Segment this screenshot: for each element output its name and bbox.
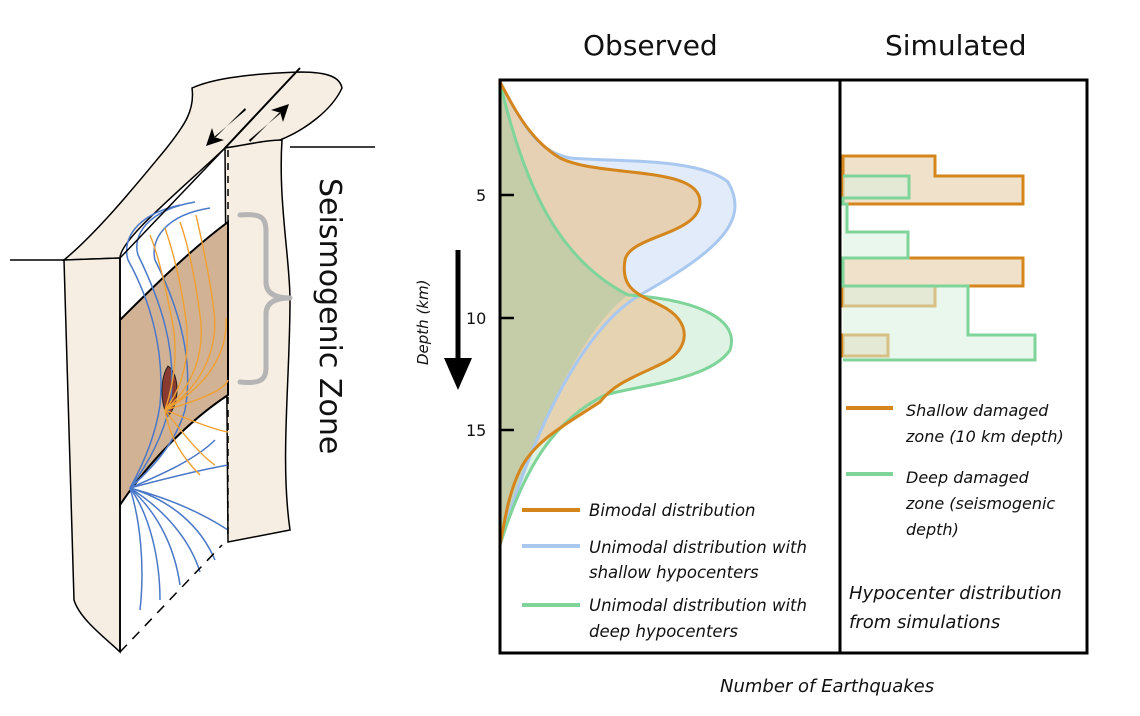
- fault-edge-dashed-bottom: [119, 544, 223, 653]
- sim-legend-deep-1: Deep damaged: [906, 468, 1030, 487]
- shallow-curve: [498, 81, 737, 546]
- chart: 5 10 15 Depth (km) Observed Simulated Nu…: [414, 29, 1089, 697]
- bimodal-curve: [498, 81, 702, 546]
- overlap-fill: [500, 82, 628, 545]
- orange-slip-contours: [149, 214, 229, 476]
- legend-label-shallow-2: shallow hypocenters: [589, 563, 759, 582]
- zone-label: Seismogenic Zone: [312, 178, 347, 454]
- simulated-frame: [838, 78, 1089, 655]
- zone-brace: [237, 212, 293, 385]
- sim-note-2: from simulations: [849, 612, 1000, 633]
- legend-label-bimodal: Bimodal distribution: [589, 501, 756, 520]
- slip-arrows-icon: [206, 104, 289, 146]
- simulated-legend: Shallow damaged zone (10 km depth) Deep …: [846, 401, 1064, 633]
- simulated-title: Simulated: [885, 29, 1027, 62]
- y-tick-label-15: 15: [466, 421, 486, 440]
- legend-label-deep-2: deep hypocenters: [589, 622, 738, 641]
- depth-arrow-icon: [444, 250, 472, 390]
- observed-title: Observed: [583, 29, 718, 62]
- deep-hist: [841, 174, 1037, 362]
- observed-legend: Bimodal distribution Unimodal distributi…: [522, 501, 807, 641]
- top-surface: [61, 71, 343, 261]
- y-ticks: 5 10 15: [466, 186, 514, 440]
- legend-label-shallow-1: Unimodal distribution with: [589, 538, 807, 557]
- legend-label-deep-1: Unimodal distribution with: [589, 596, 807, 615]
- y-axis-label: Depth (km): [414, 280, 432, 365]
- sim-note-1: Hypocenter distribution: [849, 583, 1062, 604]
- left-slab: [63, 257, 121, 654]
- fault-block-diagram: Seismogenic Zone: [10, 67, 375, 654]
- simulated-histograms: [841, 154, 1037, 362]
- sim-legend-shallow-1: Shallow damaged: [906, 401, 1049, 420]
- observed-curves: [498, 81, 737, 546]
- blue-slip-contours: [126, 201, 229, 611]
- sim-legend-shallow-2: zone (10 km depth): [905, 427, 1064, 446]
- right-slab: [224, 139, 291, 543]
- y-tick-label-10: 10: [466, 309, 486, 328]
- fault-edge-top: [119, 147, 226, 259]
- sim-legend-deep-3: depth): [906, 520, 959, 539]
- sim-legend-deep-2: zone (seismogenic: [905, 494, 1055, 513]
- x-axis-label: Number of Earthquakes: [720, 676, 934, 697]
- fault-trace: [224, 67, 301, 149]
- y-tick-label-5: 5: [476, 186, 486, 205]
